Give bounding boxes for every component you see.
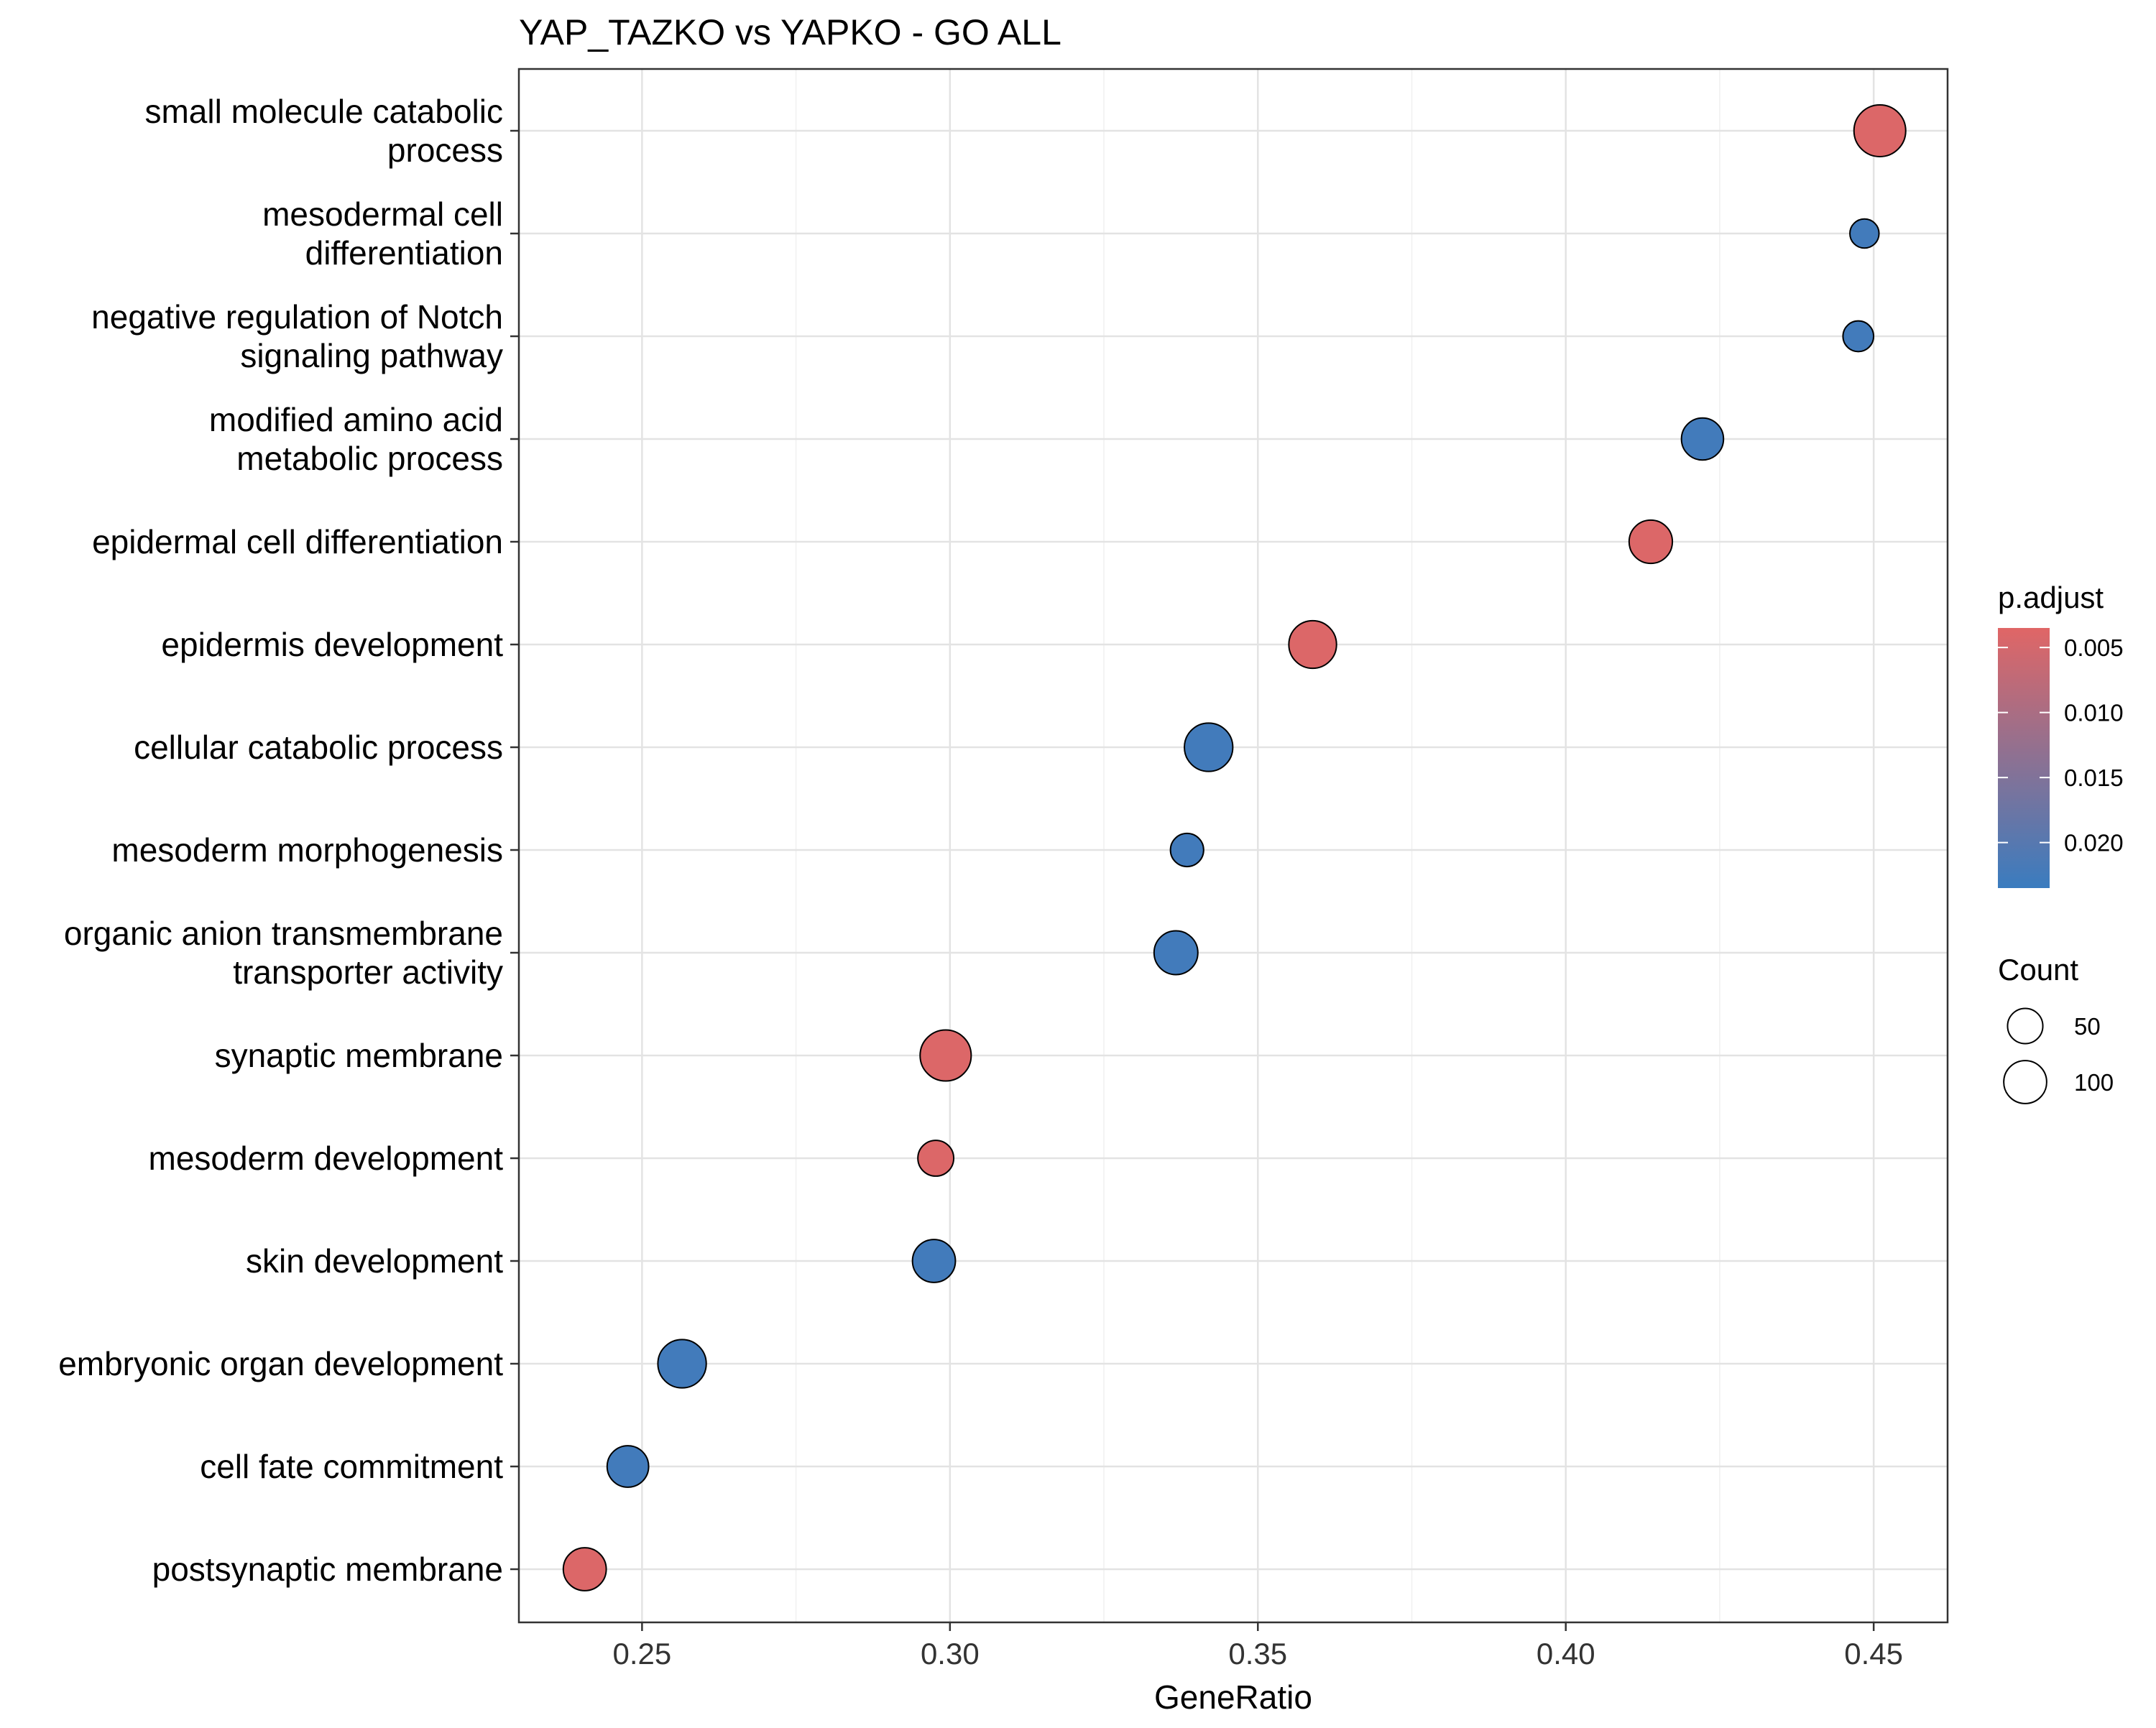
size-legend-title: Count [1998, 953, 2078, 987]
y-tick-label: negative regulation of Notch signaling pa… [91, 298, 503, 374]
size-legend-entries: 50 100 [2003, 1007, 2114, 1104]
color-legend-tick-label: 0.005 [2064, 634, 2124, 661]
y-tick-label: skin development [246, 1242, 503, 1280]
y-tick-label: epidermis development [161, 626, 503, 663]
data-point [1849, 218, 1880, 249]
x-tick-label: 0.30 [921, 1637, 980, 1671]
color-legend-tick-label: 0.010 [2064, 700, 2124, 726]
color-legend-ticks: 0.005 0.010 0.015 0.020 [1998, 634, 2124, 856]
data-point [606, 1445, 650, 1488]
data-point [562, 1547, 607, 1591]
data-points [562, 104, 1907, 1591]
data-point [919, 1029, 972, 1082]
y-tick-label: small molecule catabolic process [144, 93, 503, 169]
size-legend-circle [2003, 1060, 2047, 1104]
y-tick-label: mesoderm morphogenesis [111, 831, 503, 869]
y-axis: small molecule catabolic process mesoderma… [58, 93, 519, 1588]
data-point [1680, 417, 1725, 461]
data-point [1153, 930, 1199, 976]
size-legend-label: 50 [2074, 1013, 2101, 1040]
x-tick-label: 0.35 [1228, 1637, 1287, 1671]
data-point [1842, 320, 1875, 353]
x-axis-label: GeneRatio [1154, 1678, 1312, 1716]
y-tick-label: modified amino acid metabolic process [209, 401, 503, 477]
y-tick-label: mesodermal cell differentiation [262, 195, 503, 272]
plot-border [517, 68, 1949, 1624]
x-tick-label: 0.40 [1537, 1637, 1595, 1671]
y-tick-label: mesoderm development [149, 1140, 504, 1177]
y-tick-label: cellular catabolic process [134, 729, 503, 766]
color-legend-bar [1998, 628, 2050, 888]
data-point [1628, 519, 1674, 565]
x-tick-label: 0.25 [613, 1637, 672, 1671]
y-tick-label: synaptic membrane [215, 1037, 503, 1074]
data-point [1184, 722, 1234, 772]
x-axis: 0.25 0.30 0.35 0.40 0.45 [613, 1622, 1903, 1671]
size-legend-circle [2007, 1007, 2044, 1045]
y-tick-label: cell fate commitment [200, 1448, 503, 1485]
data-point [1169, 832, 1204, 868]
data-point [911, 1239, 957, 1283]
gridlines [519, 69, 1948, 1622]
color-legend-tick-label: 0.015 [2064, 764, 2124, 791]
y-tick-label: organic anion transmembrane transporter a… [64, 915, 503, 991]
y-tick-label: postsynaptic membrane [152, 1551, 503, 1588]
data-point [1853, 104, 1907, 157]
x-tick-label: 0.45 [1844, 1637, 1903, 1671]
legend: p.adjust 0.005 0.010 0.015 0.020 Count 50 10… [1998, 581, 2124, 1104]
chart-title: YAP_TAZKO vs YAPKO - GO ALL [519, 12, 1061, 52]
color-legend-tick-label: 0.020 [2064, 830, 2124, 856]
y-tick-label: embryonic organ development [58, 1345, 503, 1382]
plot-background [519, 69, 1948, 1622]
size-legend-label: 100 [2074, 1069, 2114, 1096]
data-point [1288, 619, 1337, 670]
y-tick-label: epidermal cell differentiation [92, 523, 503, 560]
data-point [917, 1140, 955, 1177]
data-point [657, 1339, 707, 1389]
color-legend-title: p.adjust [1998, 581, 2104, 614]
